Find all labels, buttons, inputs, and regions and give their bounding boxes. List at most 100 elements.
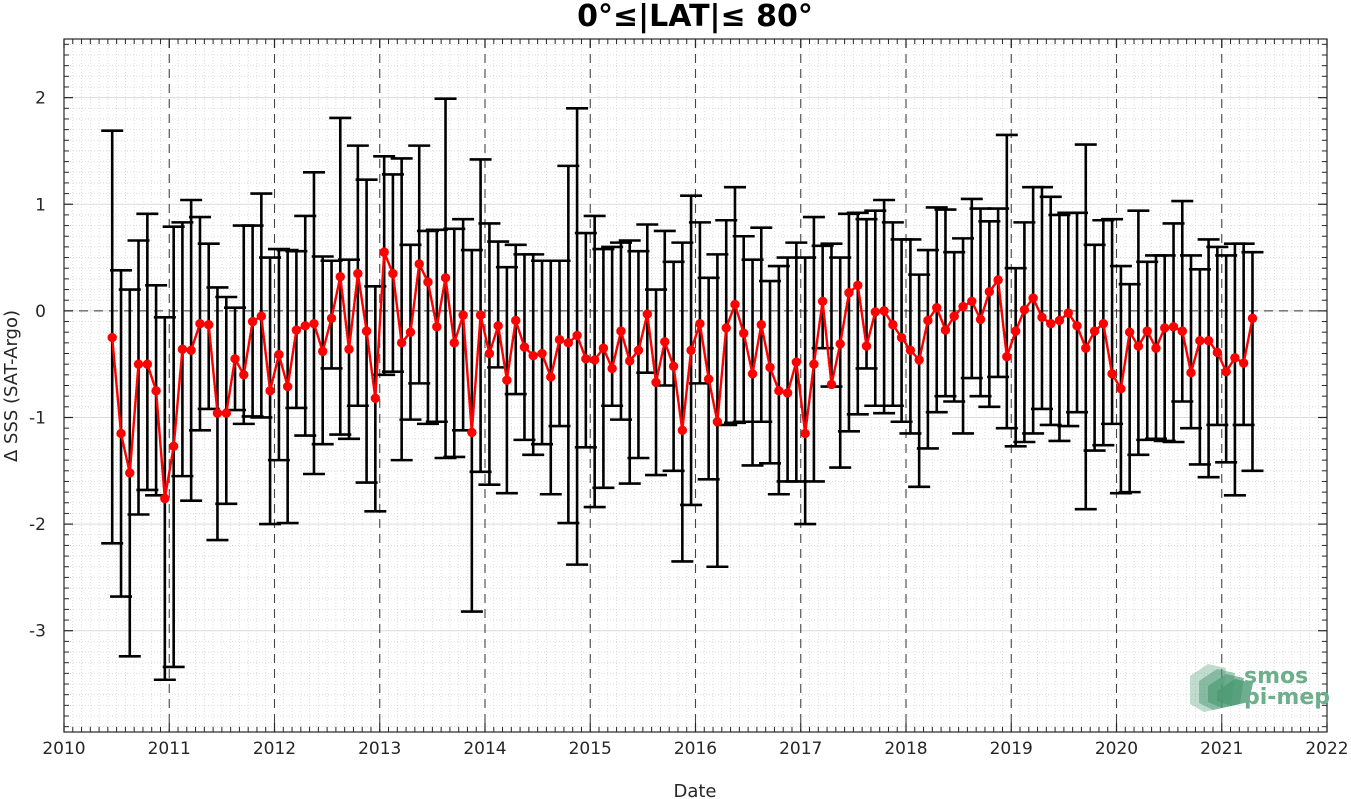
data-point <box>326 313 337 324</box>
data-point <box>984 286 995 297</box>
data-point <box>1133 341 1144 351</box>
data-point <box>1186 368 1196 378</box>
data-point <box>388 268 398 279</box>
data-point <box>1151 343 1161 353</box>
data-point <box>414 259 424 269</box>
data-point <box>607 363 617 374</box>
data-point <box>703 374 714 384</box>
x-tick-label: 2022 <box>1305 739 1348 759</box>
error-bar <box>881 221 904 408</box>
data-point <box>1002 352 1012 362</box>
error-bar <box>1030 185 1053 411</box>
x-tick-label: 2011 <box>148 739 191 759</box>
data-point <box>440 273 451 283</box>
data-point <box>1098 318 1109 329</box>
x-axis-title: Date <box>673 781 716 799</box>
data-point <box>1081 343 1091 353</box>
data-point <box>905 345 916 356</box>
x-tick-label: 2010 <box>42 739 85 759</box>
error-bar <box>1066 211 1089 414</box>
data-point <box>1037 312 1047 322</box>
x-tick-labels: 2010 2011 2012 2013 2014 2015 2016 2017 2018 2019… <box>42 739 1348 759</box>
data-point <box>519 342 530 352</box>
data-point <box>160 493 170 504</box>
error-bar <box>136 212 159 492</box>
error-bar <box>846 211 869 416</box>
data-point <box>879 306 889 316</box>
error-bar <box>250 192 273 419</box>
data-point <box>774 386 784 396</box>
error-bar <box>1074 143 1097 511</box>
data-point <box>1116 383 1126 394</box>
data-point <box>309 318 319 329</box>
x-tick-label: 2014 <box>463 739 506 759</box>
data-point <box>1054 315 1065 326</box>
data-point <box>344 344 354 354</box>
data-point <box>107 332 117 343</box>
x-tick-label: 2013 <box>358 739 401 759</box>
data-point <box>1063 308 1073 318</box>
data-point <box>826 379 837 390</box>
logo-mark-segment <box>1217 679 1253 706</box>
error-bar <box>1241 250 1264 473</box>
data-point <box>914 355 924 365</box>
data-point <box>1142 326 1152 336</box>
data-point <box>256 311 267 321</box>
data-point <box>168 441 179 451</box>
data-point <box>800 428 810 439</box>
error-bar <box>1162 222 1185 444</box>
error-bar <box>943 250 966 403</box>
data-point <box>396 338 407 348</box>
data-point <box>739 328 749 338</box>
x-tick-label: 2021 <box>1200 739 1243 759</box>
data-point <box>686 345 696 356</box>
error-bar <box>390 157 413 462</box>
data-point <box>1028 293 1038 303</box>
error-bar <box>1206 245 1229 427</box>
data-point <box>1072 321 1082 331</box>
data-point <box>993 275 1003 285</box>
data-point <box>888 320 898 330</box>
data-point <box>1247 313 1258 324</box>
error-bar <box>1171 199 1194 403</box>
data-point <box>405 327 416 337</box>
data-point <box>151 386 161 396</box>
data-point <box>1010 326 1021 336</box>
logo-text-smos: smos <box>1244 664 1308 689</box>
x-tick-label: 2019 <box>990 739 1033 759</box>
error-bar <box>1232 242 1255 427</box>
data-point <box>133 359 144 369</box>
error-bar <box>1004 266 1027 448</box>
error-bar <box>1048 213 1071 443</box>
data-point <box>598 343 609 353</box>
data-point <box>484 348 495 359</box>
data-point <box>116 428 126 439</box>
y-tick-labels: -3 -2 -1 0 1 2 <box>29 89 46 642</box>
error-bar <box>574 231 597 449</box>
data-point <box>230 354 240 364</box>
data-point <box>432 322 442 332</box>
data-point <box>125 468 135 478</box>
data-point <box>835 339 845 349</box>
data-point <box>642 309 652 319</box>
data-point <box>204 320 214 330</box>
data-point <box>589 355 600 365</box>
chart-title: 0°≤|LAT|≤ 80° <box>577 0 813 34</box>
data-series <box>107 247 1258 504</box>
error-bar <box>592 247 615 490</box>
data-point <box>756 320 766 330</box>
error-bar <box>987 207 1010 379</box>
data-point <box>458 310 468 320</box>
data-point <box>1238 358 1249 368</box>
data-point <box>563 338 574 348</box>
data-point <box>765 362 775 373</box>
data-point <box>958 301 968 312</box>
data-point <box>537 348 547 359</box>
error-bar <box>215 295 238 506</box>
data-point <box>1212 347 1223 358</box>
data-point <box>695 318 705 329</box>
axes <box>63 38 1328 733</box>
data-point <box>212 408 223 418</box>
error-bar <box>671 241 694 563</box>
